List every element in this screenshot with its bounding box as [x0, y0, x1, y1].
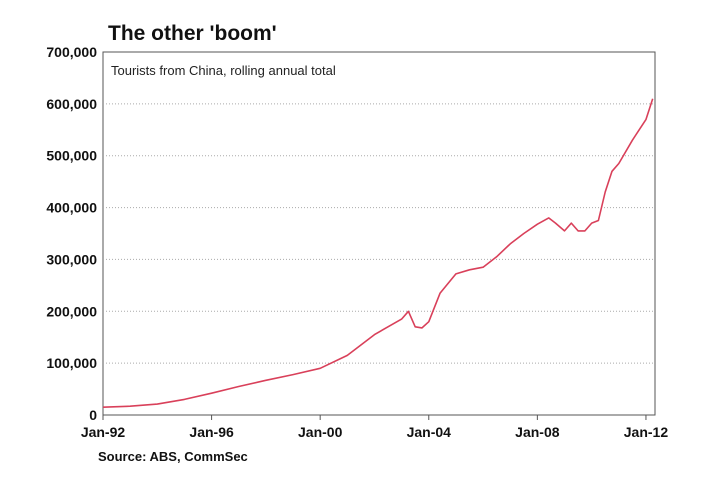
y-tick-label: 400,000 [46, 200, 97, 216]
series-group [102, 98, 654, 408]
x-tick-label: Jan-08 [515, 424, 560, 440]
series-line [102, 98, 654, 408]
source-note: Source: ABS, CommSec [98, 449, 248, 464]
x-tick-label: Jan-12 [624, 424, 669, 440]
y-tick-label: 600,000 [46, 96, 97, 112]
x-tick-label: Jan-96 [189, 424, 234, 440]
x-tick-label: Jan-00 [298, 424, 343, 440]
y-tick-label: 700,000 [46, 44, 97, 60]
x-axis: Jan-92 Jan-96 Jan-00 Jan-04 Jan-08 Jan-12 [81, 415, 669, 440]
y-axis: 0 100,000 200,000 300,000 400,000 500,000 600,… [46, 44, 97, 423]
y-tick-label: 200,000 [46, 303, 97, 319]
x-tick-label: Jan-04 [407, 424, 452, 440]
y-tick-label: 300,000 [46, 251, 97, 267]
y-tick-label: 100,000 [46, 355, 97, 371]
y-tick-label: 500,000 [46, 148, 97, 164]
gridlines [103, 103, 655, 364]
chart-subtitle: Tourists from China, rolling annual tota… [111, 63, 336, 78]
x-tick-label: Jan-92 [81, 424, 126, 440]
chart-title: The other 'boom' [108, 22, 277, 45]
y-tick-label: 0 [89, 407, 97, 423]
plot-area [102, 51, 656, 416]
